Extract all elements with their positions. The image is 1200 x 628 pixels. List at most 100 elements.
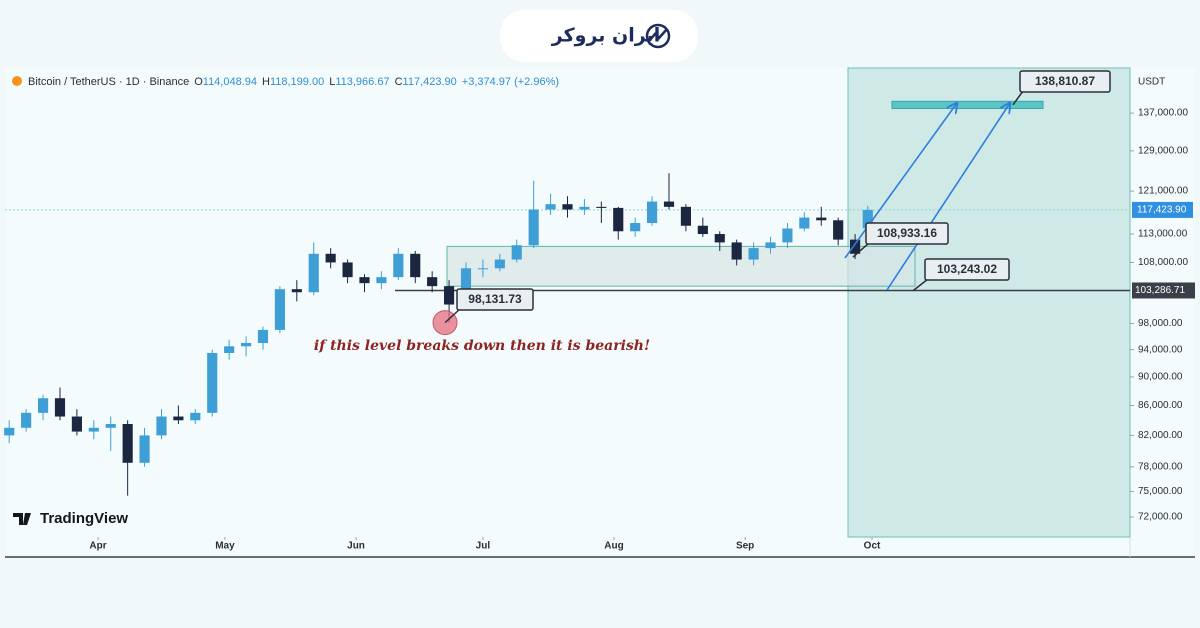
x-tick-label: Jul	[476, 541, 491, 552]
target-zone	[891, 100, 1044, 110]
candle-body	[71, 416, 82, 432]
callout-label: 98,131.73	[468, 292, 522, 306]
candle-body	[376, 277, 387, 284]
candle-body	[122, 424, 133, 463]
y-tick-label: 129,000.00	[1138, 146, 1188, 157]
candle-body	[257, 329, 269, 343]
candle-body	[37, 398, 49, 413]
candle-body	[494, 259, 505, 269]
candle-body	[613, 207, 624, 232]
callout-box	[924, 258, 1010, 281]
ohlc-key: L	[329, 76, 335, 88]
coin-icon	[12, 76, 22, 86]
currency: USDT	[1138, 77, 1165, 88]
callout-pointer	[1012, 90, 1024, 106]
brand-pill	[500, 10, 698, 62]
candle-body	[139, 435, 150, 463]
candle-body	[731, 242, 742, 260]
candle-body	[714, 234, 725, 243]
ohlc-value: 117,423.90	[403, 76, 457, 88]
candle-body	[477, 268, 488, 270]
candle-body	[240, 342, 252, 347]
brand-name: ایران بروکر	[551, 25, 660, 47]
y-tick-label: 75,000.00	[1138, 486, 1183, 497]
y-tick-label: 113,000.00	[1138, 229, 1188, 240]
candle-body	[156, 416, 167, 436]
legend-header: Bitcoin / TetherUS · 1D · Binance O114,04…	[28, 76, 559, 88]
candle-body	[359, 277, 370, 284]
candle-body	[596, 206, 607, 208]
candle-body	[325, 253, 336, 263]
y-tick-label: 90,000.00	[1138, 372, 1183, 383]
candle-body	[21, 412, 32, 428]
ohlc-key: H	[262, 76, 270, 88]
candle-body	[511, 245, 522, 260]
support-badge	[1132, 282, 1195, 299]
candle-body	[862, 209, 873, 229]
watermark: TradingView	[40, 510, 128, 527]
candle-body	[105, 424, 116, 428]
candle-body	[224, 346, 235, 353]
symbol: Bitcoin / TetherUS · 1D · Binance	[28, 76, 189, 88]
callout-pointer	[912, 278, 929, 292]
candle-body	[393, 253, 404, 278]
y-tick-label: 98,000.00	[1138, 318, 1183, 329]
callout-pointer	[852, 242, 870, 258]
ohlc-key: C	[395, 76, 403, 88]
candle-body	[697, 225, 708, 235]
candle-body	[782, 228, 793, 243]
x-tick-label: Oct	[864, 541, 881, 552]
candle-body	[54, 398, 66, 417]
last-price-label: 117,423.90	[1137, 205, 1187, 216]
forecast-region	[847, 67, 1131, 538]
ohlc-value: 113,966.67	[335, 76, 389, 88]
candle-body	[308, 253, 319, 293]
candle-body	[833, 220, 844, 240]
candle-body	[562, 204, 573, 210]
candle-body	[816, 217, 827, 221]
change: +3,374.97 (+2.96%)	[462, 76, 559, 88]
callout-box	[1019, 70, 1111, 93]
ohlc-value: 118,199.00	[270, 76, 324, 88]
callout-label: 108,933.16	[877, 226, 937, 240]
candle-body	[850, 239, 861, 254]
y-tick-label: 72,000.00	[1138, 512, 1183, 523]
callout-box	[865, 222, 949, 245]
candle-body	[799, 217, 810, 229]
candle-body	[680, 206, 691, 226]
ohlc-key: O	[194, 76, 203, 88]
y-tick-label: 108,000.00	[1138, 257, 1188, 268]
y-tick-label: 86,000.00	[1138, 400, 1183, 411]
support-label: 103,286.71	[1135, 285, 1185, 296]
callout-label: 138,810.87	[1035, 74, 1095, 88]
candle-body	[291, 289, 302, 293]
candle-body	[444, 286, 455, 305]
brand-icon	[645, 23, 671, 49]
candle-body	[765, 242, 776, 249]
candle-body	[207, 352, 218, 413]
callout-pointer	[444, 308, 461, 324]
candle-body	[274, 289, 285, 330]
x-tick-label: Aug	[604, 541, 623, 552]
candle-body	[190, 412, 201, 421]
forecast-arrow	[844, 103, 957, 259]
candle-body	[528, 209, 539, 246]
candle-body	[460, 268, 472, 305]
callout-label: 103,243.02	[937, 262, 997, 276]
candle-body	[748, 248, 759, 260]
x-tick-label: Apr	[89, 541, 106, 552]
candle-body	[545, 204, 556, 210]
y-tick-label: 137,000.00	[1138, 108, 1188, 119]
candle-body	[342, 262, 353, 278]
candle-body	[88, 427, 99, 432]
callout-box	[456, 288, 534, 311]
x-tick-label: May	[215, 541, 235, 552]
last-price-badge	[1132, 201, 1193, 218]
x-tick-label: Jun	[347, 541, 365, 552]
candle-body	[647, 201, 658, 224]
candle-body	[427, 277, 438, 287]
forecast-arrow	[886, 103, 1010, 291]
x-tick-label: Sep	[736, 541, 754, 552]
y-tick-label: 82,000.00	[1138, 430, 1183, 441]
